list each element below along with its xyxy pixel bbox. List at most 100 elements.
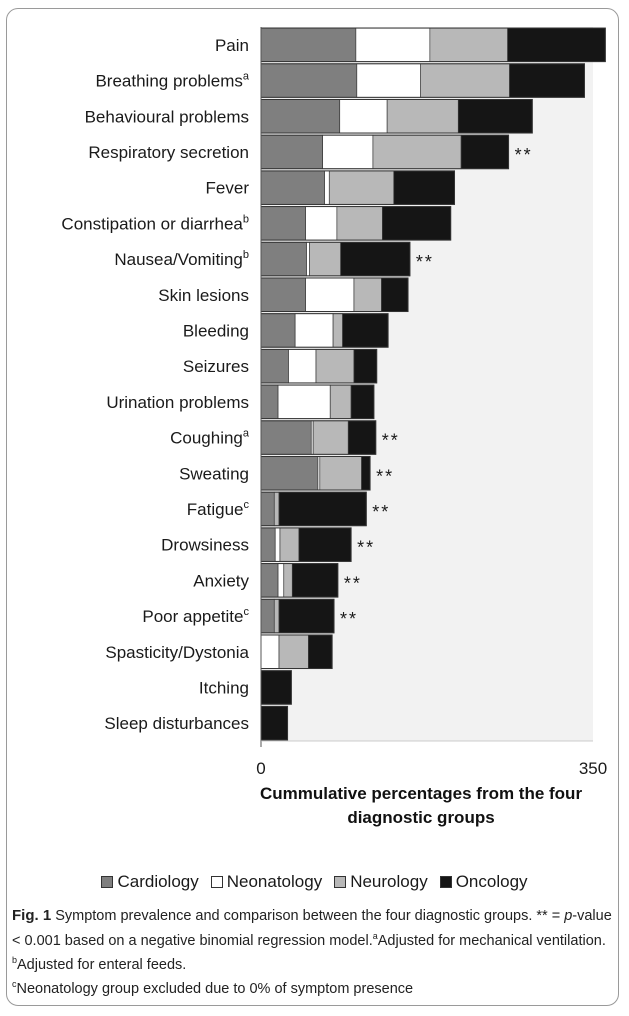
significance-marker: **: [515, 145, 533, 165]
bar-segment-oncology: [340, 241, 411, 277]
bar-segment-neurology: [353, 277, 382, 312]
category-label: Pain: [215, 36, 249, 55]
bar-segment-oncology: [347, 420, 377, 455]
legend-label: Neurology: [350, 872, 428, 891]
bar-segment-cardiology: [260, 563, 279, 598]
bar-segment-cardiology: [260, 99, 341, 134]
category-label: Coughinga: [170, 428, 250, 448]
category-label: Spasticity/Dystonia: [105, 643, 249, 662]
category-label: Respiratory secretion: [88, 143, 249, 162]
category-label: Urination problems: [106, 393, 249, 412]
bar-segment-oncology: [353, 349, 378, 384]
caption-note-a: Adjusted for mechanical ventilation.: [377, 932, 606, 949]
significance-marker: **: [344, 573, 362, 593]
legend-label: Oncology: [455, 872, 528, 891]
category-label: Skin lesions: [158, 286, 249, 305]
bar-segment-neonatology: [322, 134, 374, 170]
significance-marker: **: [340, 609, 358, 629]
bar-segment-neurology: [309, 241, 342, 277]
legend-item-neurology: Neurology: [334, 872, 428, 892]
category-label: Breathing problemsa: [95, 71, 249, 91]
bar-segment-cardiology: [260, 313, 296, 348]
bar-segment-cardiology: [260, 527, 276, 562]
bar-segment-neonatology: [294, 313, 334, 348]
bar-segment-neonatology: [339, 99, 388, 134]
bar-segment-cardiology: [260, 206, 306, 241]
legend-swatch: [439, 876, 452, 888]
category-label: Poor appetitec: [142, 606, 249, 626]
category-label: Nausea/Vomitingb: [114, 249, 249, 269]
figure-label: Fig. 1: [12, 907, 52, 924]
legend-swatch: [101, 876, 114, 888]
bar-segment-neonatology: [305, 277, 355, 312]
x-axis-title: Cummulative percentages from the four: [260, 784, 583, 803]
significance-marker: **: [416, 252, 434, 272]
caption-sup-c: c: [12, 979, 17, 990]
category-label: Sweating: [179, 464, 249, 483]
bar-segment-oncology: [509, 63, 585, 98]
bar-segment-neurology: [279, 527, 300, 562]
caption-p-italic: p: [564, 908, 573, 924]
significance-marker: **: [376, 466, 394, 486]
bar-segment-cardiology: [260, 170, 325, 205]
bar-segment-neurology: [386, 99, 459, 134]
bar-segment-oncology: [308, 634, 333, 669]
bar-segment-cardiology: [260, 277, 306, 312]
bar-segment-neurology: [336, 206, 383, 241]
category-label: Fever: [206, 179, 250, 198]
legend-swatch: [210, 876, 223, 888]
bar-segment-cardiology: [260, 491, 275, 527]
bar-segment-neurology: [328, 170, 395, 205]
category-label: Itching: [199, 678, 249, 697]
bar-segment-neonatology: [305, 206, 338, 241]
bar-segment-oncology: [260, 670, 292, 705]
bar-segment-cardiology: [260, 598, 275, 634]
bar-segment-oncology: [278, 598, 335, 634]
bar-segment-neurology: [312, 420, 349, 455]
legend-label: Neonatology: [226, 872, 323, 891]
legend-swatch: [334, 876, 347, 888]
bar-segment-oncology: [278, 491, 367, 527]
bar-segment-neonatology: [274, 527, 281, 562]
bar-segment-neonatology: [355, 27, 431, 62]
bar-segment-oncology: [381, 277, 409, 312]
caption-note-b: Adjusted for enteral feeds.: [17, 956, 187, 973]
bar-segment-cardiology: [260, 134, 324, 170]
stacked-bar-chart: Pain Breathing problemsa Behavioural probl…: [61, 27, 607, 827]
category-label: Behavioural problems: [85, 107, 249, 126]
x-tick-label: 350: [579, 759, 607, 778]
plot-area: [261, 27, 593, 741]
x-axis-title: diagnostic groups: [347, 808, 494, 827]
bar-segment-neurology: [372, 134, 462, 170]
category-label: Sleep disturbances: [104, 714, 249, 733]
caption-text-2: -value < 0.001 based on a negative binom…: [12, 908, 612, 949]
significance-marker: **: [372, 502, 390, 522]
bar-segment-oncology: [457, 99, 533, 134]
bar-segment-cardiology: [260, 456, 319, 491]
figure-frame: [6, 8, 619, 1006]
bar-segment-oncology: [350, 384, 375, 419]
bar-segment-cardiology: [260, 384, 279, 419]
bar-segment-oncology: [382, 206, 452, 241]
x-tick-label: 0: [256, 759, 265, 778]
bar-segment-neonatology: [277, 563, 285, 598]
bar-segment-cardiology: [260, 27, 357, 62]
caption-sup-a: a: [372, 930, 378, 941]
bar-segment-neurology: [420, 63, 510, 98]
bar-segment-neonatology: [260, 634, 280, 669]
bar-segment-cardiology: [260, 241, 307, 277]
bar-segment-oncology: [393, 170, 455, 205]
bar-segment-neurology: [273, 491, 280, 527]
bar-segment-neurology: [283, 563, 293, 598]
caption-note-c: Neonatology group excluded due to 0% of …: [16, 980, 414, 997]
bar-segment-oncology: [342, 313, 389, 348]
bar-segment-neurology: [278, 634, 309, 669]
bar-segment-neurology: [429, 27, 508, 62]
bar-segment-cardiology: [260, 63, 358, 98]
bar-segment-neonatology: [356, 63, 421, 98]
legend-item-oncology: Oncology: [439, 872, 528, 892]
caption-sup-b: b: [12, 954, 18, 965]
legend-item-neonatology: Neonatology: [210, 872, 323, 892]
bar-segment-oncology: [507, 27, 606, 62]
bar-segment-oncology: [291, 563, 339, 598]
